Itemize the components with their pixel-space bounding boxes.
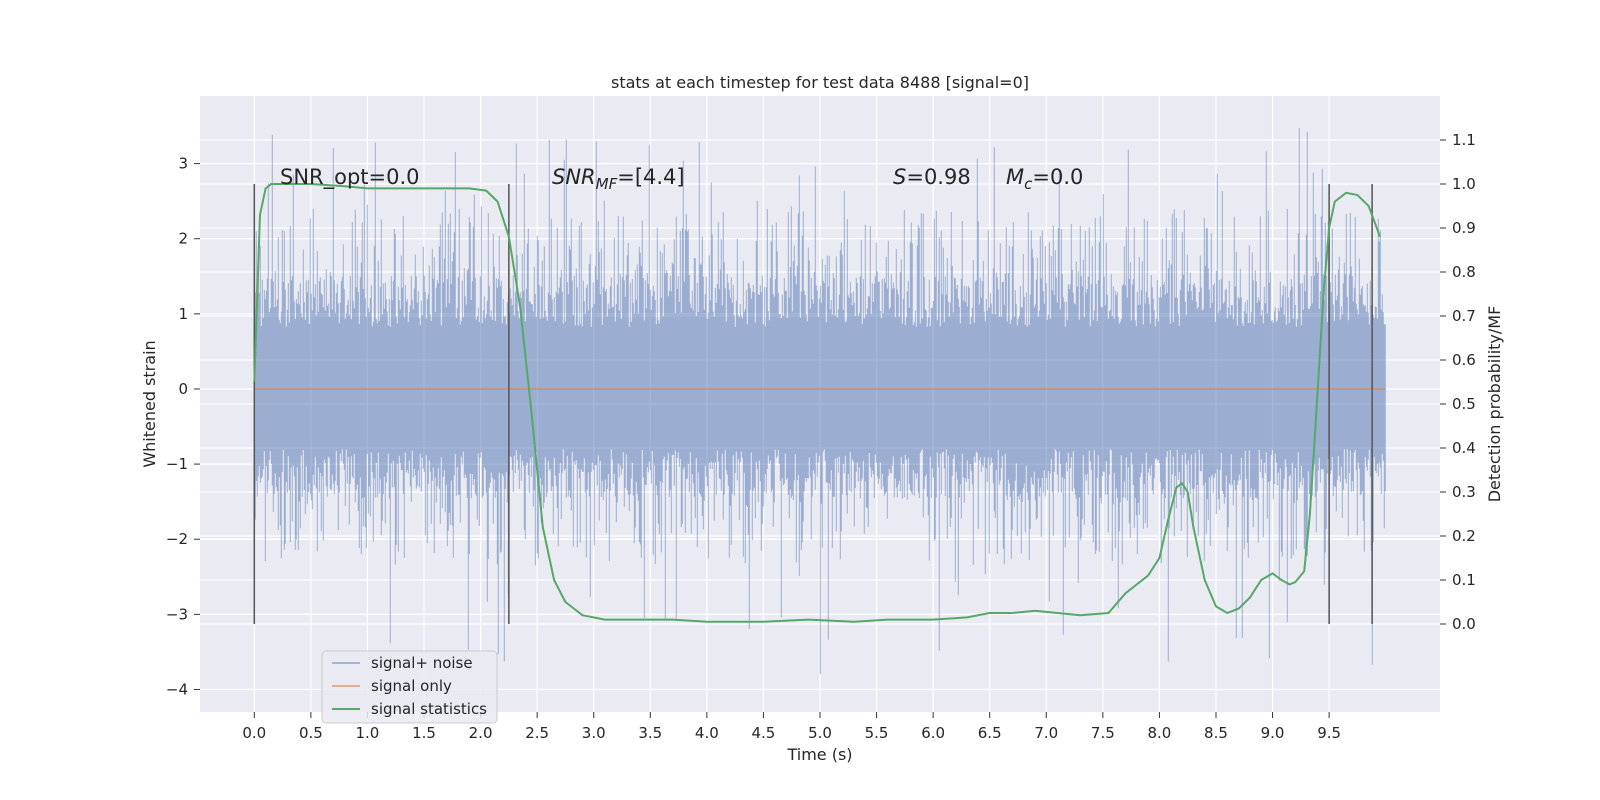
annotation-mc-sub: c <box>1024 175 1033 193</box>
y2-tick-label: 0.1 <box>1452 571 1476 589</box>
y2-tick-labels: 1.1 1.0 0.9 0.8 0.7 0.6 0.5 0.4 0.3 0.2 0.1 0.0 <box>1440 131 1476 633</box>
y2-tick-label: 0.0 <box>1452 615 1476 633</box>
y2-tick-label: 0.3 <box>1452 483 1476 501</box>
legend: signal+ noise signal only signal statist… <box>321 650 498 724</box>
annotation-snr-mf-base: SNR <box>552 165 596 189</box>
annotation-snr-mf-value: =[4.4] <box>617 165 684 189</box>
x-tick-label: 6.5 <box>978 724 1002 742</box>
x-tick-label: 3.0 <box>582 724 606 742</box>
legend-label-stats: signal statistics <box>371 700 487 718</box>
x-tick-label: 6.0 <box>921 724 945 742</box>
vertical-markers <box>253 184 1373 624</box>
y2-tick-label: 0.8 <box>1452 263 1476 281</box>
y2-tick-label: 0.5 <box>1452 395 1476 413</box>
y-tick-labels: 3 2 1 0 −1 −2 −3 −4 <box>166 155 200 698</box>
y-tick-label: −1 <box>166 455 188 473</box>
x-tick-label: 7.0 <box>1034 724 1058 742</box>
x-tick-label: 5.5 <box>865 724 889 742</box>
annotation-mc-base: M <box>1006 165 1024 189</box>
y-tick-label: 3 <box>178 155 188 173</box>
annotation-snr-mf: SNRMF=[4.4] <box>552 165 685 193</box>
x-tick-label: 9.0 <box>1261 724 1285 742</box>
x-tick-labels: 0.0 0.5 1.0 1.5 2.0 2.5 3.0 3.5 4.0 4.5 5.0 5.5 6.0 6… <box>242 712 1341 742</box>
chart-title: stats at each timestep for test data 848… <box>611 73 1029 92</box>
x-tick-label: 0.5 <box>299 724 323 742</box>
legend-label-noise: signal+ noise <box>371 654 473 672</box>
annotation-mc-value: =0.0 <box>1032 165 1083 189</box>
y2-tick-label: 0.7 <box>1452 307 1476 325</box>
y-tick-label: 0 <box>178 380 188 398</box>
x-tick-label: 0.0 <box>242 724 266 742</box>
x-tick-label: 4.0 <box>695 724 719 742</box>
y2-axis-title: Detection probability/MF <box>1485 306 1504 503</box>
legend-label-signal: signal only <box>371 677 452 695</box>
x-axis-title: Time (s) <box>786 745 852 764</box>
x-tick-label: 7.5 <box>1091 724 1115 742</box>
legend-box <box>321 650 498 724</box>
annotation-s-sym: S <box>893 165 906 189</box>
y-tick-label: −4 <box>166 680 188 698</box>
y-tick-label: 2 <box>178 230 188 248</box>
signal-statistics-series <box>253 183 1381 623</box>
y2-tick-label: 1.0 <box>1452 175 1476 193</box>
x-tick-label: 9.5 <box>1317 724 1341 742</box>
annotation-snr-opt: SNR_opt=0.0 <box>280 165 420 190</box>
y2-tick-label: 0.4 <box>1452 439 1476 457</box>
annotation-s: S=0.98 <box>893 165 971 189</box>
y2-tick-label: 0.9 <box>1452 219 1476 237</box>
x-tick-label: 8.0 <box>1147 724 1171 742</box>
x-tick-label: 2.5 <box>525 724 549 742</box>
x-tick-label: 3.5 <box>638 724 662 742</box>
annotation-mc: Mc=0.0 <box>1006 165 1083 193</box>
y-tick-label: 1 <box>178 305 188 323</box>
y-axis-title: Whitened strain <box>140 340 159 467</box>
y-tick-label: −3 <box>166 605 188 623</box>
y2-tick-label: 0.2 <box>1452 527 1476 545</box>
x-tick-label: 4.5 <box>752 724 776 742</box>
annotation-s-value: =0.98 <box>906 165 970 189</box>
y2-tick-label: 0.6 <box>1452 351 1476 369</box>
y2-tick-label: 1.1 <box>1452 131 1476 149</box>
x-tick-label: 1.5 <box>412 724 436 742</box>
x-tick-label: 8.5 <box>1204 724 1228 742</box>
x-tick-label: 5.0 <box>808 724 832 742</box>
annotation-snr-mf-sub: MF <box>596 175 618 193</box>
x-tick-label: 2.0 <box>469 724 493 742</box>
y-tick-label: −2 <box>166 530 188 548</box>
x-tick-label: 1.0 <box>356 724 380 742</box>
